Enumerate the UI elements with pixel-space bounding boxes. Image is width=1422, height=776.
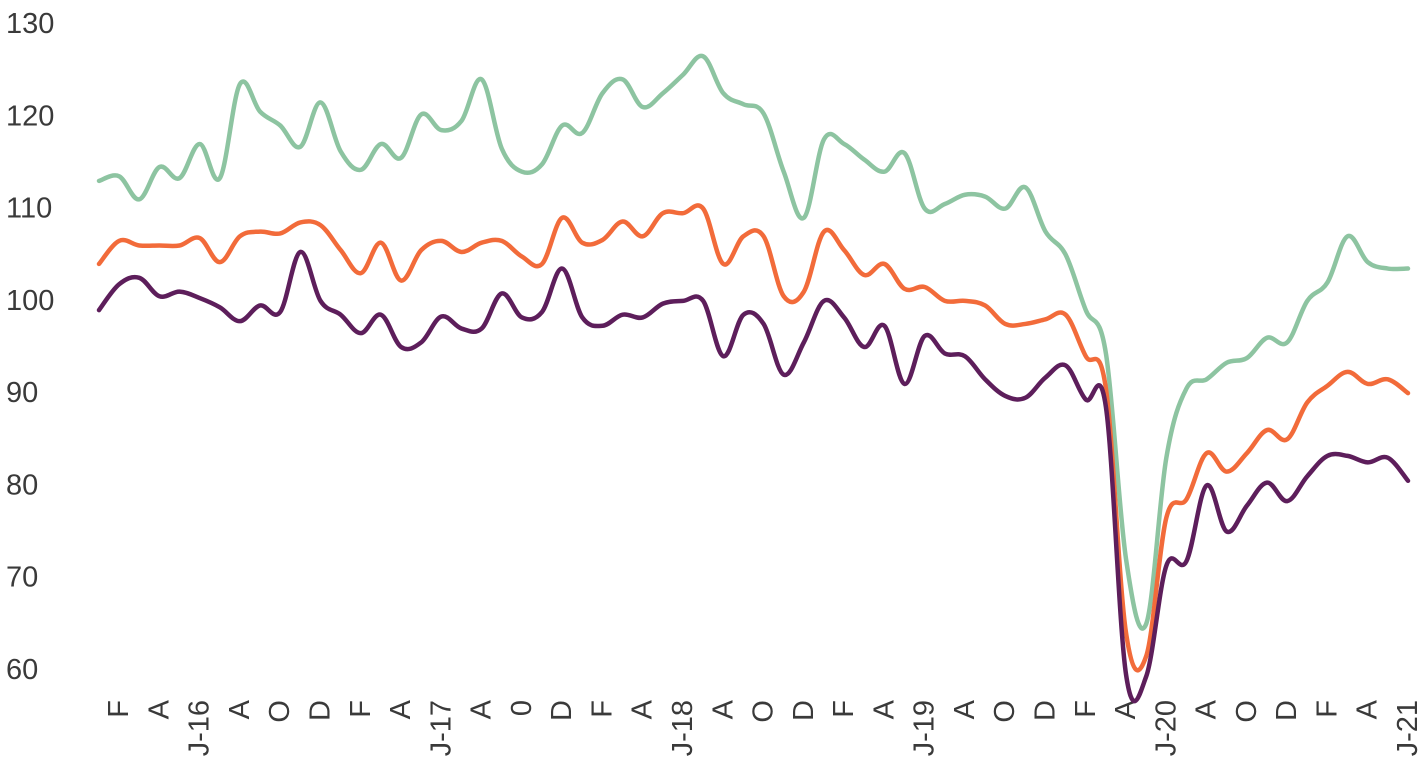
x-tick-label: O bbox=[748, 700, 780, 723]
y-tick-label: 80 bbox=[6, 469, 38, 501]
x-axis: F A J-16 A O D F A J-17 A 0 D F A J-18 A O D F A J-19 A O D F A J-… bbox=[103, 699, 1422, 756]
x-tick-label: A bbox=[627, 699, 659, 719]
x-tick-label: F bbox=[103, 700, 135, 718]
x-tick-label: J-17 bbox=[425, 700, 457, 756]
x-tick-label: O bbox=[264, 700, 296, 723]
x-tick-label: A bbox=[1191, 699, 1223, 719]
y-axis: 60 70 80 90 100 110 120 130 bbox=[6, 8, 54, 686]
y-tick-label: 120 bbox=[6, 100, 54, 132]
y-tick-label: 90 bbox=[6, 377, 38, 409]
x-tick-label: J-18 bbox=[667, 700, 699, 756]
x-tick-label: 0 bbox=[506, 700, 538, 716]
x-tick-label: A bbox=[707, 699, 739, 719]
y-tick-label: 70 bbox=[6, 562, 38, 594]
y-tick-label: 60 bbox=[6, 654, 38, 686]
y-tick-label: 130 bbox=[6, 8, 54, 40]
series-line-1 bbox=[96, 53, 1411, 631]
x-tick-label: F bbox=[586, 700, 618, 718]
x-tick-label: D bbox=[1030, 700, 1062, 721]
plot-area bbox=[96, 53, 1411, 704]
x-tick-label: J-21 bbox=[1392, 700, 1422, 756]
x-tick-label: J-19 bbox=[909, 700, 941, 756]
x-tick-label: D bbox=[788, 700, 820, 721]
x-tick-label: F bbox=[345, 700, 377, 718]
y-tick-label: 110 bbox=[6, 193, 52, 225]
x-tick-label: A bbox=[1110, 699, 1142, 719]
series-line-2 bbox=[96, 203, 1411, 673]
x-tick-label: A bbox=[466, 699, 498, 719]
x-tick-label: A bbox=[385, 699, 417, 719]
x-tick-label: F bbox=[1070, 700, 1102, 718]
series-line-3 bbox=[96, 249, 1411, 704]
x-tick-label: A bbox=[868, 699, 900, 719]
x-tick-label: A bbox=[224, 699, 256, 719]
x-tick-label: O bbox=[1231, 700, 1263, 723]
x-tick-label: D bbox=[546, 700, 578, 721]
y-tick-label: 100 bbox=[6, 285, 54, 317]
x-tick-label: J-20 bbox=[1150, 700, 1182, 756]
x-tick-label: F bbox=[828, 700, 860, 718]
x-tick-label: J-16 bbox=[184, 700, 216, 756]
x-tick-label: D bbox=[1271, 700, 1303, 721]
x-tick-label: A bbox=[949, 699, 981, 719]
x-tick-label: F bbox=[1311, 700, 1343, 718]
x-tick-label: A bbox=[143, 699, 175, 719]
x-tick-label: O bbox=[989, 700, 1021, 723]
x-tick-label: D bbox=[305, 700, 337, 721]
x-tick-label: A bbox=[1352, 699, 1384, 719]
